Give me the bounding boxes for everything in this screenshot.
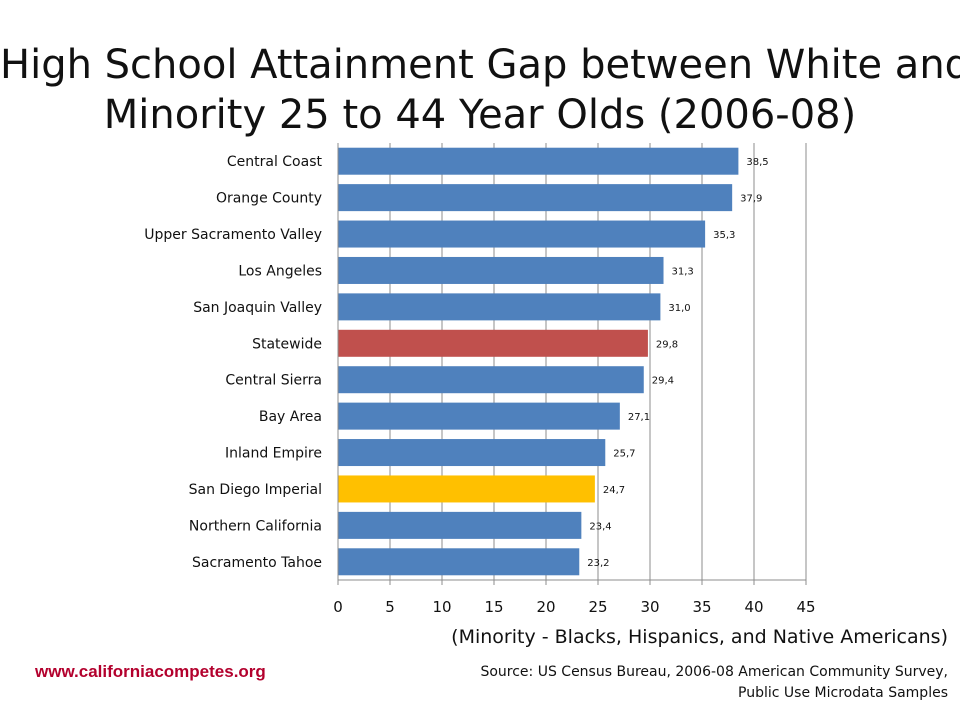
source-line-1: Source: US Census Bureau, 2006-08 Americ… [480, 664, 948, 680]
x-tick-label: 45 [796, 598, 815, 616]
value-label: 31,0 [668, 303, 690, 314]
value-label: 29,8 [656, 339, 678, 350]
chart-title-line-1: High School Attainment Gap between White… [0, 42, 960, 88]
value-label: 23,4 [589, 521, 611, 532]
bar [338, 256, 664, 284]
category-label: San Joaquin Valley [193, 300, 322, 316]
value-label: 23,2 [587, 558, 609, 569]
value-label: 31,3 [672, 266, 694, 277]
category-labels: Central Coast Orange County Upper Sacramen… [144, 154, 322, 571]
x-tick-label: 30 [640, 598, 659, 616]
value-label: 25,7 [613, 449, 635, 460]
source-line-2: Public Use Microdata Samples [738, 685, 948, 701]
category-label: Los Angeles [238, 263, 322, 279]
bars [338, 147, 739, 576]
source-note: Source: US Census Bureau, 2006-08 Americ… [480, 662, 948, 704]
category-label: Central Sierra [225, 373, 322, 389]
x-tick-label: 5 [385, 598, 395, 616]
value-label: 24,7 [603, 485, 625, 496]
bar [338, 366, 644, 394]
bar [338, 402, 620, 430]
value-labels: 38,5 37,9 35,3 31,3 31,0 29,8 29,4 27,1 25,7 24,7… [587, 157, 768, 569]
axes [337, 143, 806, 581]
bar [338, 329, 648, 357]
category-label: Bay Area [259, 409, 322, 425]
x-tick-label: 10 [432, 598, 451, 616]
bar [338, 511, 582, 539]
chart-title-line-2: Minority 25 to 44 Year Olds (2006-08) [103, 92, 857, 138]
category-label: Inland Empire [225, 446, 322, 462]
category-label: Northern California [189, 518, 322, 534]
bar [338, 147, 739, 175]
category-label: Orange County [216, 191, 322, 207]
category-label: Statewide [252, 336, 322, 352]
website-link[interactable]: www.californiacompetes.org [35, 662, 266, 681]
category-label: Central Coast [227, 154, 323, 170]
value-label: 37,9 [740, 194, 762, 205]
bar [338, 548, 580, 576]
x-tick-label: 25 [588, 598, 607, 616]
category-label: San Diego Imperial [189, 482, 322, 498]
value-label: 35,3 [713, 230, 735, 241]
bar-chart: Central Coast Orange County Upper Sacramen… [144, 143, 816, 616]
chart-title: High School Attainment Gap between White… [0, 40, 960, 140]
category-label: Upper Sacramento Valley [144, 227, 322, 243]
value-label: 29,4 [652, 376, 674, 387]
value-label: 27,1 [628, 412, 650, 423]
gridlines [389, 143, 807, 580]
x-axis-ticks: 0 5 10 15 20 25 30 35 40 45 [333, 580, 816, 616]
x-tick-label: 35 [692, 598, 711, 616]
x-tick-label: 40 [744, 598, 763, 616]
bar [338, 293, 661, 321]
x-tick-label: 0 [333, 598, 343, 616]
x-tick-label: 15 [484, 598, 503, 616]
chart-subtitle: (Minority - Blacks, Hispanics, and Nativ… [451, 626, 948, 648]
category-label: Sacramento Tahoe [192, 555, 322, 571]
bar [338, 439, 606, 467]
value-label: 38,5 [746, 157, 768, 168]
bar [338, 220, 706, 248]
bar [338, 475, 595, 503]
bar [338, 184, 733, 212]
x-tick-label: 20 [536, 598, 555, 616]
